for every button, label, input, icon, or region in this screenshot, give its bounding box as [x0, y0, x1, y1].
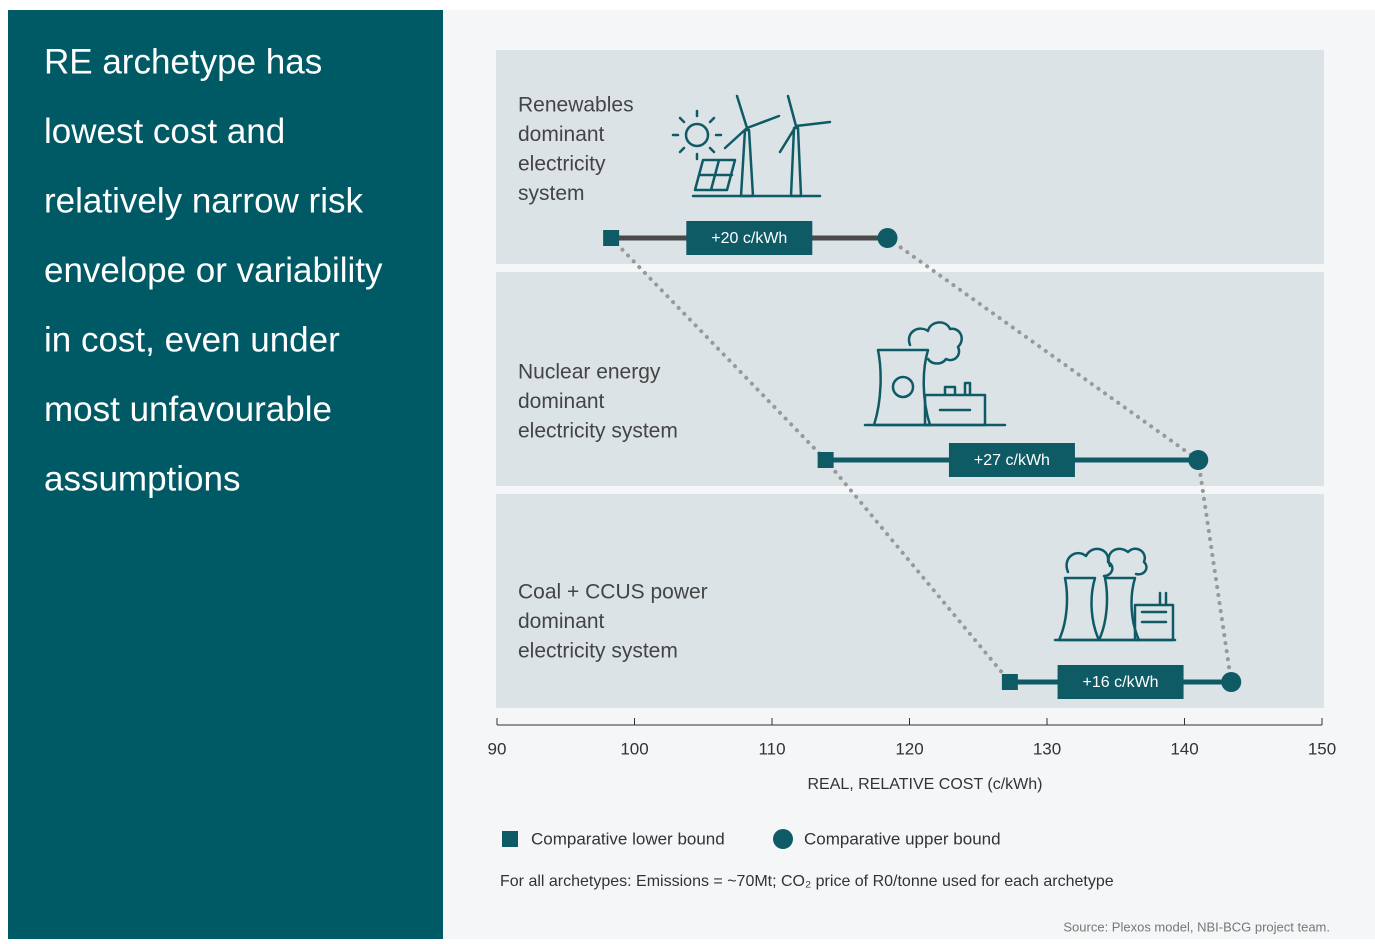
- row-band: [496, 494, 1324, 708]
- sidebar-text: in cost, even under: [44, 320, 340, 359]
- nuclear-icon: [863, 321, 1007, 427]
- category-label: Nuclear energy: [518, 361, 661, 384]
- legend-label: Comparative lower bound: [531, 829, 725, 848]
- upper-marker: [1221, 672, 1242, 692]
- note: For all archetypes: Emissions = ~70Mt; C…: [500, 873, 1114, 890]
- legend-marker: [773, 829, 793, 849]
- source: Source: Plexos model, NBI-BCG project te…: [1063, 919, 1330, 934]
- lower-marker: [817, 452, 834, 468]
- range-label: +20 c/kWh: [711, 230, 787, 247]
- legend-marker: [502, 831, 518, 847]
- category-label: electricity system: [518, 640, 678, 663]
- category-label: electricity system: [518, 420, 678, 443]
- category-label: electricity: [518, 153, 606, 176]
- sidebar-text: RE archetype has: [44, 42, 322, 81]
- upper-marker: [1188, 450, 1209, 470]
- sidebar-text: lowest cost and: [44, 112, 285, 151]
- range-label-box: [1057, 665, 1184, 699]
- category-label: system: [518, 182, 585, 205]
- category-label: Coal + CCUS power: [518, 581, 708, 604]
- lower-marker: [1001, 674, 1018, 690]
- category-label: dominant: [518, 610, 605, 633]
- sidebar-text: envelope or variability: [44, 251, 383, 290]
- sidebar-text: most unfavourable: [44, 390, 332, 429]
- x-tick-label: 100: [620, 739, 648, 758]
- legend-label: Comparative upper bound: [804, 829, 1001, 848]
- coal-icon: [1053, 547, 1177, 642]
- x-tick-label: 120: [895, 739, 923, 758]
- x-axis-label: REAL, RELATIVE COST (c/kWh): [807, 776, 1042, 793]
- x-tick-label: 110: [758, 739, 785, 758]
- icons: [671, 94, 1177, 642]
- range-label: +16 c/kWh: [1083, 674, 1159, 691]
- x-tick-label: 90: [488, 739, 507, 758]
- x-tick-label: 130: [1033, 739, 1061, 758]
- sidebar-text: relatively narrow risk: [44, 181, 363, 220]
- row-band: [496, 50, 1324, 264]
- renewables-icon: [671, 94, 832, 198]
- x-tick-label: 140: [1170, 739, 1198, 758]
- sidebar-text: assumptions: [44, 459, 240, 498]
- category-label: dominant: [518, 390, 605, 413]
- range-label: +27 c/kWh: [974, 452, 1050, 469]
- x-tick-label: 150: [1308, 739, 1336, 758]
- lower-marker: [603, 230, 620, 246]
- range-label-box: [686, 221, 813, 255]
- category-label: dominant: [518, 123, 605, 146]
- upper-marker: [877, 228, 898, 248]
- category-label: Renewables: [518, 94, 634, 117]
- sidebar: [8, 10, 443, 939]
- range-label-box: [948, 443, 1075, 477]
